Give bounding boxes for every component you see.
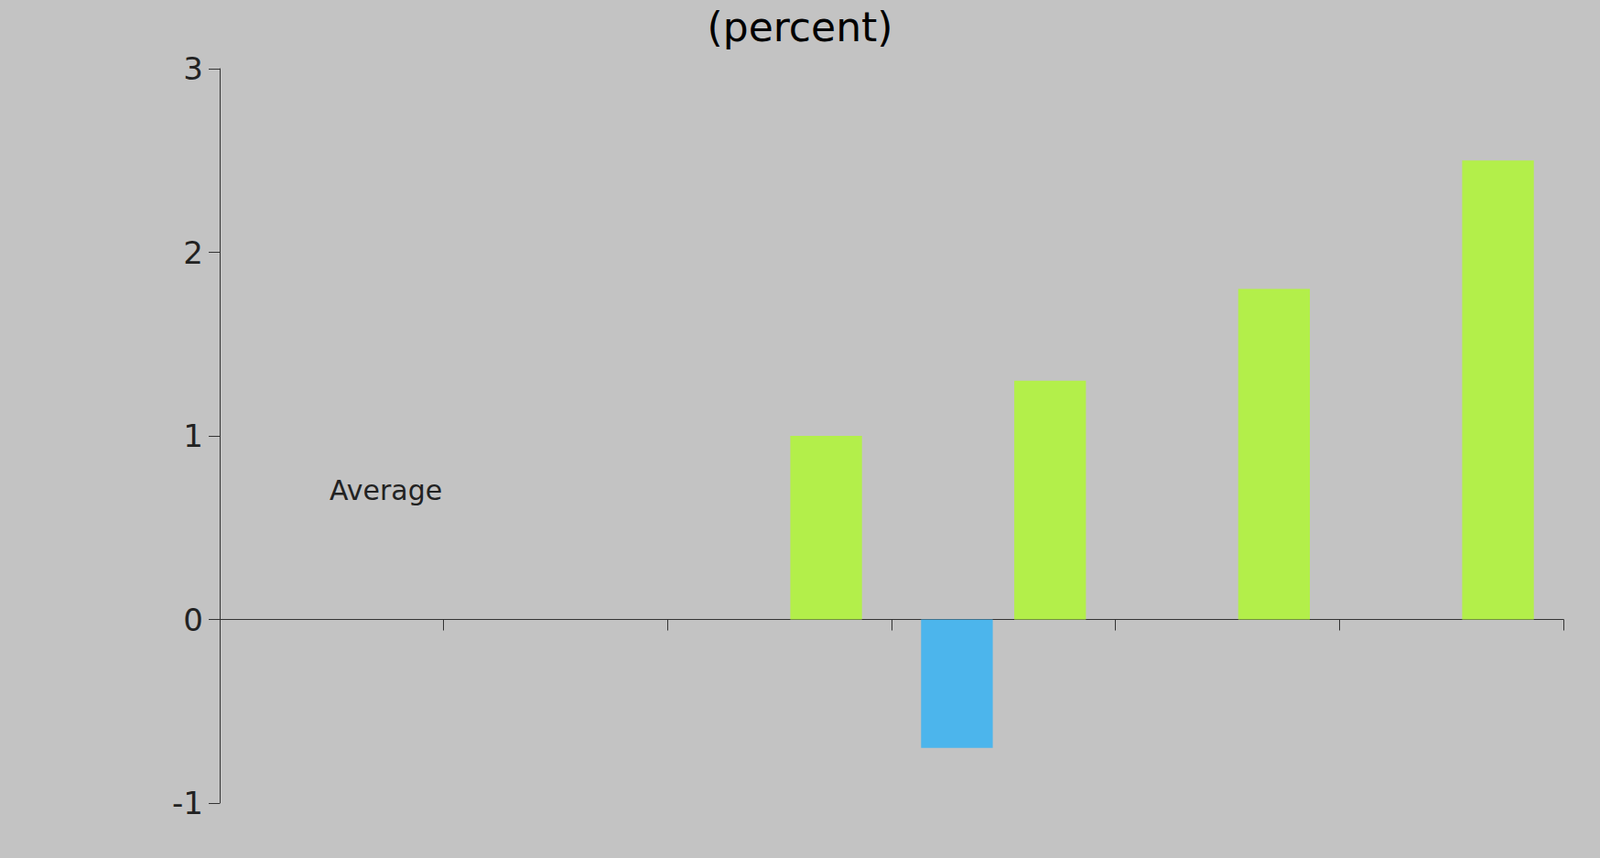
svg-text:-1: -1 xyxy=(172,784,204,822)
svg-text:Average: Average xyxy=(329,474,443,507)
svg-text:1: 1 xyxy=(183,417,204,455)
svg-text:0: 0 xyxy=(183,601,204,638)
svg-text:2: 2 xyxy=(183,234,204,271)
svg-text:3: 3 xyxy=(183,50,204,87)
svg-text:(percent): (percent) xyxy=(707,3,894,51)
